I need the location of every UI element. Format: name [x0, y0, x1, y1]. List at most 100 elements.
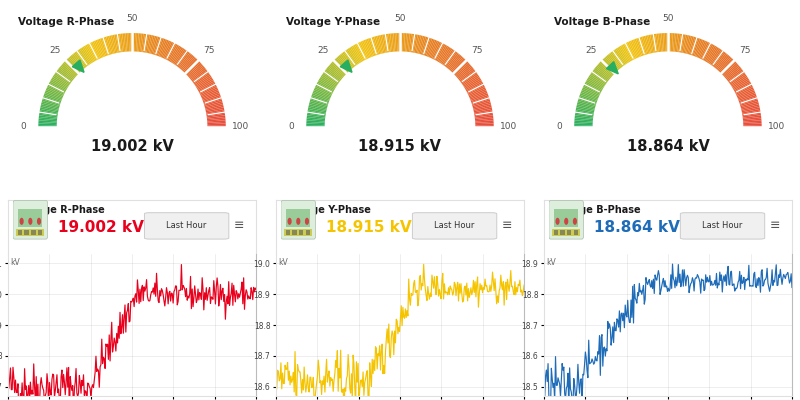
Wedge shape — [474, 112, 493, 116]
Wedge shape — [454, 60, 467, 74]
Wedge shape — [167, 44, 178, 61]
Wedge shape — [103, 37, 110, 55]
Wedge shape — [718, 57, 732, 72]
Wedge shape — [51, 78, 67, 89]
Wedge shape — [310, 101, 327, 107]
Wedge shape — [349, 47, 360, 64]
Wedge shape — [474, 115, 494, 119]
Wedge shape — [178, 52, 190, 67]
Wedge shape — [462, 73, 478, 85]
Wedge shape — [317, 83, 334, 92]
Wedge shape — [626, 42, 635, 60]
Wedge shape — [46, 87, 64, 96]
Wedge shape — [609, 53, 622, 68]
Wedge shape — [204, 99, 222, 106]
Wedge shape — [730, 74, 746, 86]
Wedge shape — [151, 36, 158, 54]
Wedge shape — [110, 36, 115, 54]
Wedge shape — [164, 42, 173, 59]
Wedge shape — [70, 55, 84, 70]
Wedge shape — [606, 56, 618, 71]
Wedge shape — [102, 38, 109, 56]
Wedge shape — [202, 92, 219, 100]
Wedge shape — [54, 74, 70, 86]
Wedge shape — [207, 120, 226, 123]
Wedge shape — [693, 38, 700, 56]
Wedge shape — [725, 65, 740, 78]
Wedge shape — [398, 33, 400, 52]
Wedge shape — [322, 73, 338, 85]
Wedge shape — [307, 114, 326, 118]
Wedge shape — [452, 59, 466, 74]
Wedge shape — [412, 34, 416, 52]
Wedge shape — [575, 112, 594, 116]
Wedge shape — [142, 34, 145, 52]
Wedge shape — [665, 33, 666, 52]
Wedge shape — [192, 70, 208, 82]
Wedge shape — [134, 33, 137, 52]
Wedge shape — [740, 98, 758, 105]
Wedge shape — [38, 122, 57, 124]
Wedge shape — [590, 73, 606, 85]
Wedge shape — [203, 95, 221, 102]
Wedge shape — [39, 114, 58, 118]
Text: Voltage Y-Phase: Voltage Y-Phase — [283, 205, 371, 215]
Wedge shape — [660, 33, 662, 52]
Wedge shape — [60, 65, 75, 78]
Wedge shape — [465, 78, 481, 89]
Wedge shape — [45, 92, 62, 100]
Wedge shape — [666, 33, 668, 52]
Text: Trend: Trend — [551, 232, 574, 240]
Wedge shape — [584, 84, 601, 94]
Wedge shape — [53, 76, 69, 87]
Wedge shape — [39, 115, 58, 119]
Wedge shape — [155, 38, 162, 56]
Wedge shape — [674, 33, 676, 52]
Text: 19.002 kV: 19.002 kV — [90, 140, 174, 154]
Wedge shape — [726, 66, 741, 79]
Wedge shape — [57, 69, 73, 82]
Wedge shape — [633, 39, 641, 57]
Wedge shape — [76, 51, 88, 66]
Wedge shape — [129, 33, 130, 52]
Wedge shape — [681, 34, 686, 53]
Wedge shape — [38, 117, 57, 120]
Wedge shape — [189, 65, 204, 78]
Wedge shape — [207, 115, 226, 119]
Wedge shape — [94, 40, 102, 58]
Wedge shape — [439, 46, 450, 63]
Wedge shape — [577, 104, 595, 110]
Wedge shape — [630, 40, 638, 58]
Wedge shape — [127, 33, 130, 52]
Wedge shape — [309, 102, 327, 108]
Wedge shape — [593, 69, 609, 82]
Wedge shape — [720, 59, 734, 74]
Wedge shape — [579, 95, 597, 102]
Text: Voltage B-Phase: Voltage B-Phase — [551, 205, 641, 215]
Wedge shape — [55, 72, 71, 84]
Text: Last Hour: Last Hour — [434, 221, 474, 230]
Wedge shape — [90, 42, 99, 60]
Wedge shape — [443, 50, 455, 66]
Wedge shape — [306, 124, 325, 126]
Wedge shape — [320, 77, 336, 88]
Wedge shape — [306, 122, 325, 124]
Wedge shape — [433, 42, 442, 60]
Wedge shape — [590, 74, 606, 86]
Wedge shape — [624, 43, 634, 60]
Wedge shape — [739, 96, 757, 104]
Wedge shape — [206, 107, 224, 112]
Wedge shape — [402, 33, 403, 52]
Wedge shape — [157, 38, 164, 56]
Wedge shape — [404, 33, 406, 52]
Text: Trend: Trend — [15, 232, 38, 240]
Wedge shape — [427, 39, 435, 57]
Wedge shape — [186, 60, 199, 74]
Wedge shape — [362, 40, 370, 58]
Wedge shape — [627, 42, 636, 59]
Wedge shape — [738, 93, 756, 101]
Wedge shape — [722, 62, 737, 75]
Wedge shape — [68, 57, 82, 72]
Wedge shape — [306, 125, 325, 127]
Wedge shape — [350, 46, 361, 63]
